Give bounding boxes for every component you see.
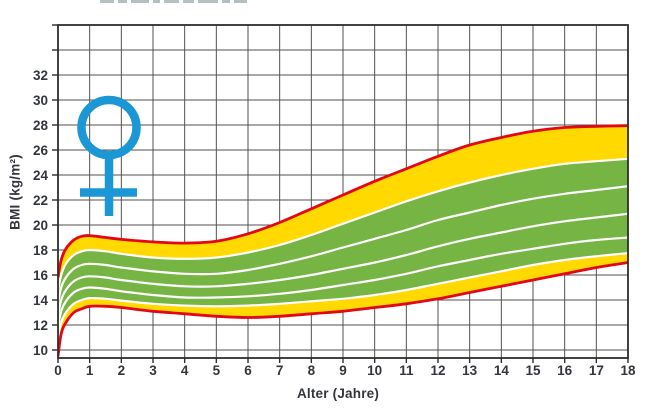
y-tick-label: 22 <box>33 193 48 208</box>
x-tick-label: 17 <box>589 363 604 378</box>
x-tick-label: 11 <box>399 363 414 378</box>
white-percentile-line-p10 <box>58 252 628 338</box>
x-tick-label: 8 <box>308 363 316 378</box>
y-tick-label: 16 <box>33 268 49 283</box>
y-tick-label: 20 <box>33 218 48 233</box>
cropped-title-fragment <box>100 0 280 3</box>
red-percentile-line-p3 <box>58 261 628 357</box>
x-tick-label: 16 <box>557 363 573 378</box>
white-percentile-line-p50 <box>58 212 628 317</box>
y-tick-label: 12 <box>33 318 48 333</box>
x-tick-label: 5 <box>213 363 221 378</box>
white-percentile-line-p25 <box>58 236 628 328</box>
y-tick-label: 10 <box>33 343 48 358</box>
x-tick-label: 12 <box>430 363 445 378</box>
y-tick-label: 24 <box>33 168 49 183</box>
x-tick-label: 6 <box>244 363 252 378</box>
female-symbol-icon <box>77 95 141 216</box>
y-axis-title: BMI (kg/m²) <box>7 154 23 230</box>
percentile-curves <box>58 124 628 357</box>
y-tick-label: 30 <box>33 93 48 108</box>
x-tick-label: 14 <box>494 363 510 378</box>
x-tick-label: 9 <box>339 363 347 378</box>
x-tick-label: 0 <box>54 363 62 378</box>
y-tick-label: 14 <box>33 293 49 308</box>
white-percentile-line-p75 <box>58 185 628 304</box>
axis-ticks <box>52 24 629 363</box>
white-percentile-line-p90 <box>58 157 628 292</box>
x-tick-label: 3 <box>149 363 157 378</box>
x-tick-label: 7 <box>276 363 284 378</box>
y-tick-label: 32 <box>33 68 48 83</box>
x-tick-label: 4 <box>181 363 189 378</box>
x-tick-label: 15 <box>525 363 541 378</box>
x-tick-label: 2 <box>118 363 126 378</box>
x-axis-labels: 0 1 2 3 4 5 6 7 8 9 10 11 12 13 14 15 16 17 18 <box>54 363 636 378</box>
y-tick-label: 28 <box>33 118 49 133</box>
x-tick-label: 18 <box>620 363 636 378</box>
x-tick-label: 13 <box>462 363 478 378</box>
y-tick-label: 18 <box>33 243 49 258</box>
x-axis-title: Alter (Jahre) <box>296 386 380 401</box>
x-tick-label: 10 <box>367 363 382 378</box>
x-tick-label: 1 <box>86 363 94 378</box>
y-axis-labels: 10 12 14 16 18 20 22 24 26 28 30 32 <box>33 68 49 358</box>
red-percentile-line-p97 <box>58 124 628 278</box>
y-tick-label: 26 <box>33 143 49 158</box>
